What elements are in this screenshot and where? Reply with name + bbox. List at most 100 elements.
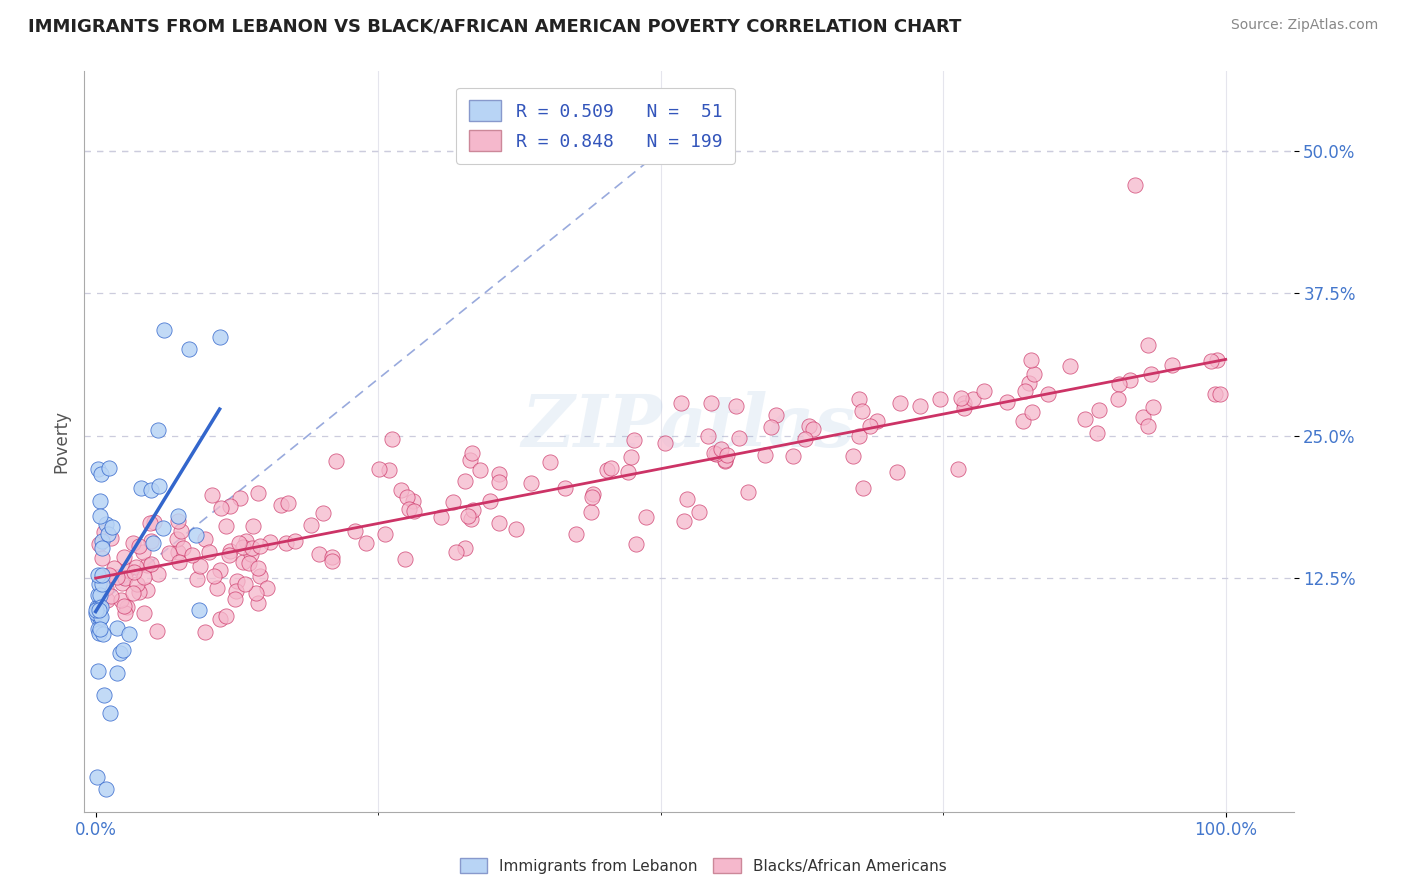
Point: [188, 603, 211, 617]
Point: [962, 392, 984, 406]
Point: [94, 516, 117, 531]
Point: [89, 611, 111, 625]
Point: [84, 603, 107, 617]
Point: [1142, 401, 1164, 415]
Point: [167, 555, 190, 569]
Point: [1014, 384, 1036, 399]
Point: [995, 395, 1018, 409]
Point: [122, 586, 145, 600]
Point: [579, 505, 602, 519]
Point: [229, 491, 252, 505]
Point: [311, 506, 333, 520]
Legend: Immigrants from Lebanon, Blacks/African Americans: Immigrants from Lebanon, Blacks/African …: [453, 852, 953, 880]
Point: [1011, 414, 1033, 428]
Point: [623, 433, 645, 447]
Point: [454, 541, 477, 555]
Point: [724, 399, 747, 413]
Point: [108, 646, 131, 660]
Point: [458, 453, 481, 467]
Point: [100, 706, 122, 720]
Text: IMMIGRANTS FROM LEBANON VS BLACK/AFRICAN AMERICAN POVERTY CORRELATION CHART: IMMIGRANTS FROM LEBANON VS BLACK/AFRICAN…: [28, 18, 962, 36]
Point: [219, 499, 242, 513]
Point: [446, 545, 468, 559]
Point: [198, 545, 221, 559]
Point: [112, 550, 135, 565]
Point: [111, 576, 134, 591]
Point: [166, 545, 188, 559]
Point: [225, 584, 247, 599]
Point: [87, 567, 110, 582]
Point: [1137, 337, 1160, 351]
Point: [89, 622, 111, 636]
Point: [218, 548, 240, 562]
Point: [93, 525, 115, 540]
Point: [565, 526, 588, 541]
Point: [402, 494, 425, 508]
Point: [395, 490, 418, 504]
Point: [142, 536, 165, 550]
Point: [153, 323, 176, 337]
Point: [232, 541, 254, 555]
Point: [135, 583, 157, 598]
Point: [135, 558, 157, 573]
Point: [673, 514, 696, 528]
Point: [1036, 387, 1059, 401]
Point: [111, 642, 134, 657]
Point: [953, 396, 976, 410]
Point: [188, 558, 211, 573]
Point: [96, 593, 118, 607]
Point: [105, 621, 128, 635]
Text: ZIPatlas: ZIPatlas: [522, 392, 856, 462]
Point: [782, 449, 804, 463]
Point: [617, 465, 640, 479]
Point: [127, 577, 149, 591]
Point: [394, 552, 416, 566]
Point: [321, 550, 343, 565]
Point: [86, 770, 108, 784]
Point: [100, 590, 122, 604]
Point: [669, 395, 692, 409]
Y-axis label: Poverty: Poverty: [52, 410, 70, 473]
Point: [87, 664, 110, 678]
Point: [270, 498, 292, 512]
Point: [478, 494, 501, 508]
Point: [209, 500, 232, 515]
Point: [90, 541, 112, 555]
Point: [246, 561, 269, 575]
Point: [953, 401, 976, 416]
Point: [848, 429, 870, 443]
Point: [166, 532, 188, 546]
Point: [215, 518, 238, 533]
Point: [688, 505, 710, 519]
Point: [398, 501, 420, 516]
Point: [374, 527, 396, 541]
Point: [368, 462, 391, 476]
Point: [596, 463, 619, 477]
Point: [848, 392, 870, 407]
Point: [441, 495, 464, 509]
Point: [488, 475, 510, 489]
Point: [1139, 367, 1161, 381]
Point: [134, 606, 156, 620]
Point: [89, 494, 111, 508]
Point: [246, 596, 269, 610]
Point: [118, 626, 141, 640]
Point: [675, 491, 697, 506]
Point: [325, 454, 347, 468]
Point: [277, 496, 299, 510]
Point: [274, 535, 297, 549]
Point: [208, 612, 231, 626]
Point: [177, 342, 200, 356]
Point: [208, 329, 231, 343]
Point: [950, 391, 973, 405]
Point: [232, 555, 254, 569]
Point: [247, 485, 270, 500]
Point: [105, 665, 128, 680]
Point: [125, 560, 148, 574]
Point: [89, 537, 111, 551]
Point: [91, 627, 114, 641]
Point: [842, 449, 865, 463]
Point: [1022, 367, 1045, 381]
Point: [697, 429, 720, 443]
Point: [797, 419, 820, 434]
